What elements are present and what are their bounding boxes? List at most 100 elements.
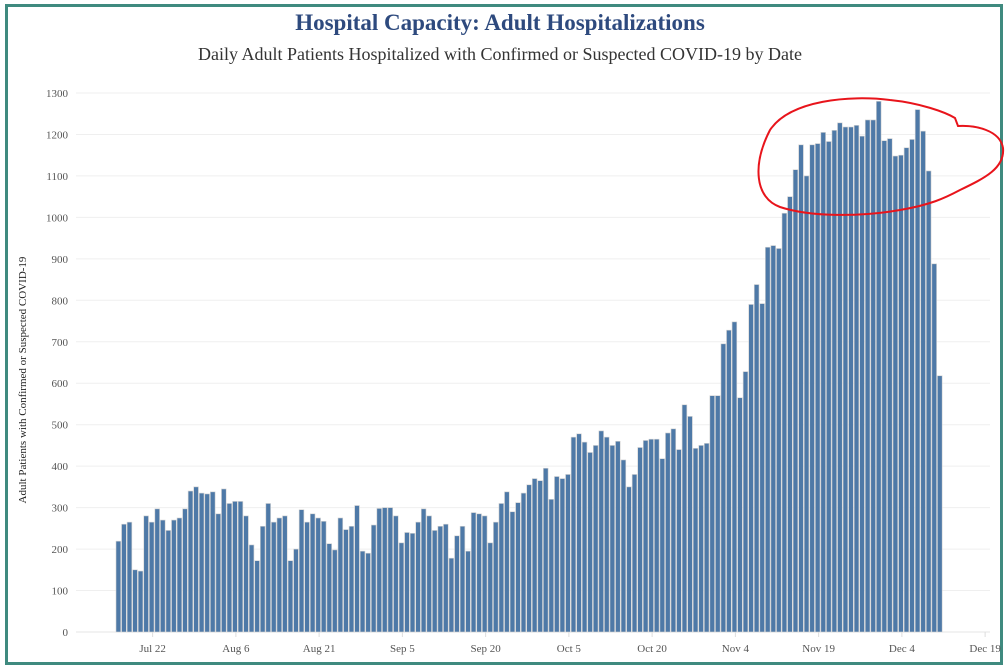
bar[interactable] [648,438,654,633]
bar[interactable] [742,371,749,633]
bar[interactable] [459,525,466,633]
bar[interactable] [182,508,188,633]
bar[interactable] [370,524,377,633]
bar[interactable] [470,512,477,633]
bar[interactable] [254,560,260,633]
bar[interactable] [265,503,271,633]
bar[interactable] [193,486,199,633]
bar[interactable] [892,155,899,633]
bar[interactable] [604,436,610,633]
bar[interactable] [626,486,632,633]
bar[interactable] [198,492,205,633]
bar[interactable] [520,492,527,633]
bar[interactable] [465,550,471,633]
bar[interactable] [692,448,699,633]
bar[interactable] [504,491,510,633]
bar[interactable] [876,100,882,633]
bar[interactable] [748,304,754,633]
bar[interactable] [337,517,344,633]
bar[interactable] [826,141,832,633]
bar[interactable] [726,329,732,633]
bar[interactable] [393,515,399,633]
bar[interactable] [237,501,244,633]
bar[interactable] [343,529,349,633]
bar[interactable] [332,549,338,633]
bar[interactable] [271,521,277,633]
bar[interactable] [498,503,505,633]
bar[interactable] [581,441,588,633]
bar[interactable] [654,438,660,633]
bar[interactable] [909,139,915,633]
bar[interactable] [681,404,688,633]
bar[interactable] [770,245,776,633]
bar[interactable] [359,550,366,633]
bar[interactable] [415,521,421,633]
bar[interactable] [870,119,876,633]
bar[interactable] [665,432,671,633]
bar[interactable] [154,508,160,633]
bar[interactable] [404,532,410,633]
bar[interactable] [398,542,405,633]
bar[interactable] [548,499,554,633]
bar[interactable] [842,126,849,633]
bar[interactable] [931,263,937,633]
bar[interactable] [526,484,532,633]
bar[interactable] [809,144,815,633]
bar[interactable] [215,513,221,633]
bar[interactable] [914,109,921,633]
bar[interactable] [259,525,266,633]
bar[interactable] [787,196,793,633]
bar[interactable] [293,548,299,633]
bar[interactable] [437,525,443,633]
bar[interactable] [814,143,821,633]
bar[interactable] [592,445,599,633]
bar[interactable] [248,544,255,633]
bar[interactable] [759,303,765,633]
bar[interactable] [454,535,460,633]
bar[interactable] [487,542,493,633]
bar[interactable] [659,458,665,633]
bar[interactable] [143,515,149,633]
bar[interactable] [543,467,549,633]
bar[interactable] [576,433,582,633]
bar[interactable] [676,449,682,633]
bar[interactable] [515,502,521,633]
bar[interactable] [920,130,926,633]
bar[interactable] [820,132,826,633]
bar[interactable] [531,478,538,633]
bar[interactable] [221,488,227,633]
bar[interactable] [149,521,155,633]
bar[interactable] [887,138,893,633]
bar[interactable] [132,569,138,633]
bar[interactable] [160,519,166,633]
bar[interactable] [276,517,283,633]
bar[interactable] [365,552,371,633]
bar[interactable] [409,533,416,633]
bar[interactable] [376,508,382,633]
bar[interactable] [326,543,332,633]
bar[interactable] [803,175,810,633]
bar[interactable] [637,447,643,633]
bar[interactable] [176,517,183,633]
bar[interactable] [287,560,294,633]
bar[interactable] [615,440,621,633]
bar[interactable] [121,523,127,633]
bar[interactable] [715,395,721,633]
bar[interactable] [298,509,305,633]
bar[interactable] [848,126,854,633]
bar[interactable] [903,147,910,633]
bar[interactable] [387,507,394,633]
bar[interactable] [554,476,560,633]
bar[interactable] [443,523,449,633]
bar[interactable] [776,248,782,633]
bar[interactable] [731,321,738,633]
bar[interactable] [898,154,904,633]
bar[interactable] [210,491,216,633]
bar[interactable] [315,517,321,633]
bar[interactable] [354,505,360,633]
bar[interactable] [137,570,144,633]
bar[interactable] [304,521,310,633]
bar[interactable] [720,343,727,633]
bar[interactable] [448,557,455,633]
bar[interactable] [798,144,804,633]
